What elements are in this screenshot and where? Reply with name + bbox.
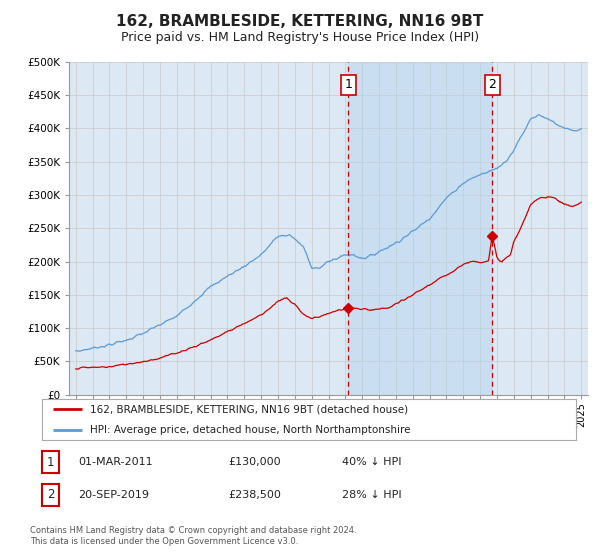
Text: 40% ↓ HPI: 40% ↓ HPI: [342, 458, 401, 467]
Text: 2: 2: [47, 488, 54, 501]
Text: £130,000: £130,000: [228, 458, 281, 467]
Text: 28% ↓ HPI: 28% ↓ HPI: [342, 490, 401, 500]
Text: 162, BRAMBLESIDE, KETTERING, NN16 9BT: 162, BRAMBLESIDE, KETTERING, NN16 9BT: [116, 14, 484, 29]
Text: 162, BRAMBLESIDE, KETTERING, NN16 9BT (detached house): 162, BRAMBLESIDE, KETTERING, NN16 9BT (d…: [90, 404, 408, 414]
Text: Contains HM Land Registry data © Crown copyright and database right 2024.
This d: Contains HM Land Registry data © Crown c…: [30, 526, 356, 546]
Text: 1: 1: [47, 456, 54, 469]
Text: 20-SEP-2019: 20-SEP-2019: [78, 490, 149, 500]
Text: Price paid vs. HM Land Registry's House Price Index (HPI): Price paid vs. HM Land Registry's House …: [121, 31, 479, 44]
Text: 2: 2: [488, 78, 496, 91]
Text: £238,500: £238,500: [228, 490, 281, 500]
Text: 01-MAR-2011: 01-MAR-2011: [78, 458, 152, 467]
Bar: [348, 62, 492, 395]
Text: 1: 1: [344, 78, 352, 91]
Text: HPI: Average price, detached house, North Northamptonshire: HPI: Average price, detached house, Nort…: [90, 424, 410, 435]
